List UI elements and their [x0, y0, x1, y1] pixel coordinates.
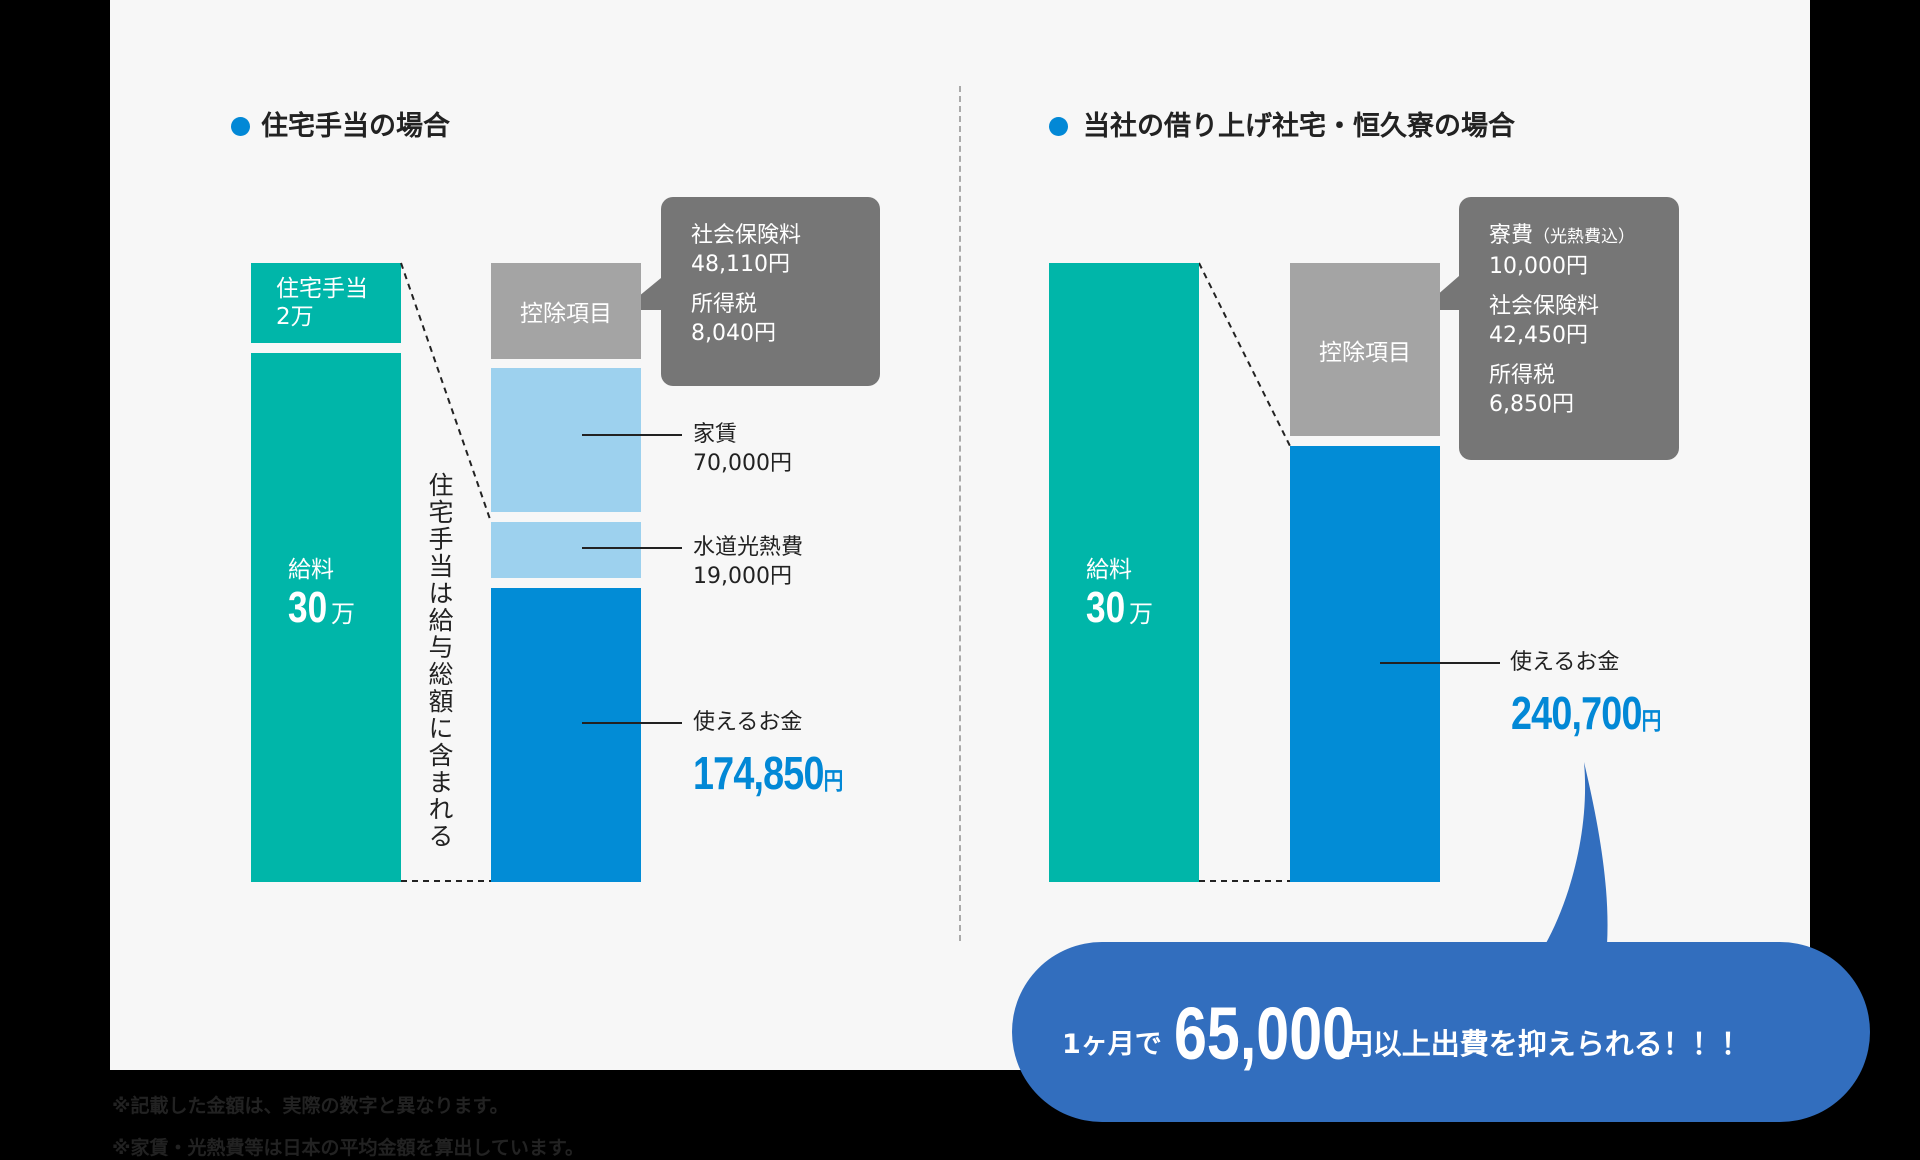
callout-item-value: 10,000円 [1489, 254, 1588, 279]
deduction-bar: 控除項目 [1290, 263, 1440, 436]
salary-label: 給料 [1086, 557, 1132, 583]
callout-item-value: 6,850円 [1489, 392, 1574, 417]
utility-label: 水道光熱費 19,000円 [693, 535, 804, 589]
bullet-dot-icon [231, 117, 250, 136]
banner-prefix: 1ヶ月で [1062, 1029, 1162, 1060]
usable-money-bar [491, 588, 641, 882]
callout-item-value: 8,040円 [691, 321, 776, 346]
deduction-bar: 控除項目 [491, 263, 641, 359]
bullet-dot-icon [1049, 117, 1068, 136]
callout-item-label: 所得税 [1489, 363, 1556, 388]
allowance-bar: 住宅手当 2万 [251, 263, 401, 343]
salary-amount: 30 [1086, 583, 1126, 632]
salary-bar: 給料 30 万 [251, 353, 401, 882]
deduction-label: 控除項目 [520, 301, 612, 327]
salary-amount: 30 [288, 583, 328, 632]
salary-unit: 万 [1128, 600, 1153, 628]
callout-item-value: 42,450円 [1489, 323, 1588, 348]
callout-item-label: 所得税 [691, 292, 758, 317]
section-title-company-housing: 当社の借り上げ社宅・恒久寮の場合 [1083, 111, 1515, 142]
vertical-note: 住宅手当は給与総額に含まれる [425, 472, 454, 850]
rent-label: 家賃 70,000円 [693, 422, 792, 476]
leader-line [582, 722, 682, 724]
usable-money-amount: 174,850円 [693, 747, 844, 799]
callout-item-label: 社会保険料 [1489, 294, 1600, 319]
savings-banner: 1ヶ月で 65,000 円以上出費を抑えられる！！！ [1012, 942, 1870, 1122]
allowance-value: 2万 [276, 304, 314, 330]
salary-bar: 給料 30 万 [1049, 263, 1199, 882]
salary-label: 給料 [288, 557, 334, 583]
utility-bar [491, 522, 641, 578]
callout-item-label: 寮費（光熱費込） [1489, 223, 1636, 248]
banner-amount: 65,000 [1173, 992, 1355, 1075]
leader-line [582, 547, 682, 549]
leader-line [582, 434, 682, 436]
footnote: ※記載した金額は、実際の数字と異なります。 [112, 1095, 509, 1117]
footnote: ※家賃・光熱費等は日本の平均金額を算出しています。 [112, 1137, 585, 1159]
banner-suffix: 円以上出費を抑えられる！！！ [1343, 1027, 1750, 1061]
section-divider [959, 86, 961, 941]
deduction-callout: 寮費（光熱費込） 10,000円 社会保険料 42,450円 所得税 6,850… [1459, 197, 1679, 460]
callout-item-label: 社会保険料 [691, 223, 802, 248]
callout-item-value: 48,110円 [691, 252, 790, 277]
deduction-callout: 社会保険料 48,110円 所得税 8,040円 [661, 197, 880, 386]
allowance-label: 住宅手当 [276, 276, 368, 302]
salary-unit: 万 [330, 600, 355, 628]
usable-money-label: 使えるお金 [693, 710, 803, 735]
usable-money-amount: 240,700円 [1511, 687, 1662, 739]
section-title-housing-allowance: 住宅手当の場合 [261, 111, 450, 142]
rent-bar [491, 368, 641, 512]
deduction-label: 控除項目 [1319, 339, 1411, 366]
usable-money-label: 使えるお金 [1510, 650, 1620, 675]
leader-line [1380, 662, 1500, 664]
usable-money-bar [1290, 446, 1440, 882]
